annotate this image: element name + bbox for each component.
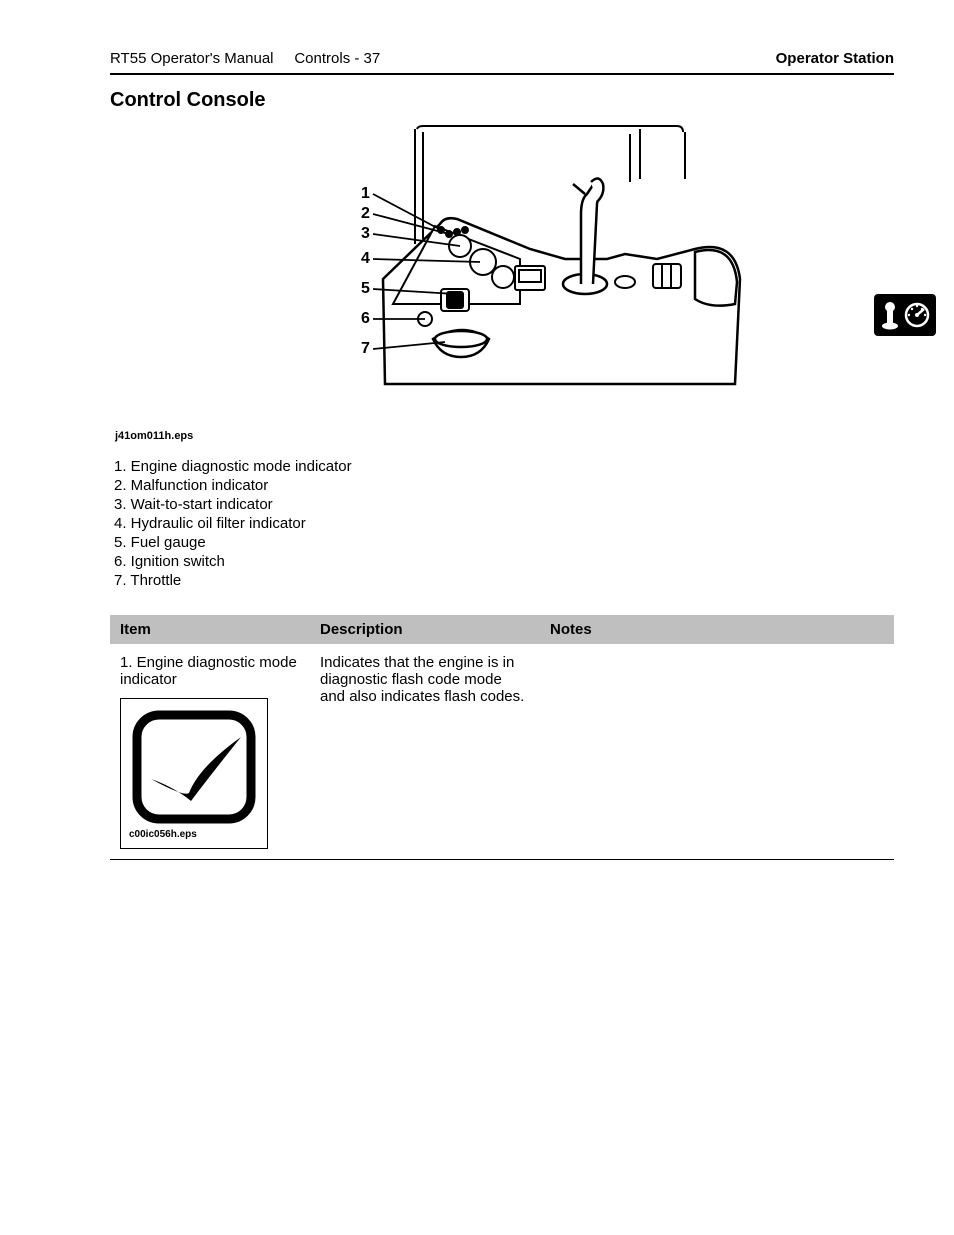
indicator-icon-frame: c00ic056h.eps — [120, 698, 268, 849]
header-rule — [110, 73, 894, 75]
list-item: 2. Malfunction indicator — [114, 477, 894, 494]
section-tab-controls — [874, 294, 936, 336]
list-item: 1. Engine diagnostic mode indicator — [114, 458, 894, 475]
callout-4: 4 — [361, 250, 370, 267]
cell-item: 1. Engine diagnostic mode indicator c00i… — [110, 644, 310, 860]
callout-5: 5 — [361, 280, 370, 297]
section-title: Control Console — [110, 89, 894, 112]
page-header: RT55 Operator's Manual Controls - 37 Ope… — [110, 50, 894, 67]
col-item: Item — [110, 615, 310, 644]
control-console-figure: 1 2 3 4 5 6 7 — [110, 124, 894, 424]
list-item: 7. Throttle — [114, 572, 894, 589]
product-title: RT55 Operator's Manual — [110, 50, 274, 67]
list-item: 6. Ignition switch — [114, 553, 894, 570]
page-title: Operator Station — [776, 50, 894, 67]
callout-3: 3 — [361, 225, 370, 242]
console-illustration: 1 2 3 4 5 6 7 — [265, 124, 765, 404]
list-item: 3. Wait-to-start indicator — [114, 496, 894, 513]
callout-2: 2 — [361, 205, 370, 222]
list-item: 5. Fuel gauge — [114, 534, 894, 551]
checkmark-indicator-icon — [129, 707, 259, 827]
table-header-row: Item Description Notes — [110, 615, 894, 644]
cell-description: Indicates that the engine is in diagnost… — [310, 644, 540, 860]
callout-7: 7 — [361, 340, 370, 357]
controls-table: Item Description Notes 1. Engine diagnos… — [110, 615, 894, 860]
col-notes: Notes — [540, 615, 894, 644]
icon-eps-label: c00ic056h.eps — [129, 829, 259, 840]
callout-6: 6 — [361, 310, 370, 327]
figure-eps-label: j41om011h.eps — [115, 430, 894, 442]
gauge-icon — [904, 302, 930, 328]
table-row: 1. Engine diagnostic mode indicator c00i… — [110, 644, 894, 860]
item-label: 1. Engine diagnostic mode indicator — [120, 654, 300, 688]
callout-list: 1. Engine diagnostic mode indicator 2. M… — [114, 458, 894, 589]
callout-1: 1 — [361, 185, 370, 202]
page: RT55 Operator's Manual Controls - 37 Ope… — [0, 0, 954, 1235]
list-item: 4. Hydraulic oil filter indicator — [114, 515, 894, 532]
cell-notes — [540, 644, 894, 860]
joystick-icon — [880, 300, 900, 330]
header-left: RT55 Operator's Manual Controls - 37 — [110, 50, 380, 67]
breadcrumb: Controls - 37 — [278, 50, 381, 67]
col-description: Description — [310, 615, 540, 644]
